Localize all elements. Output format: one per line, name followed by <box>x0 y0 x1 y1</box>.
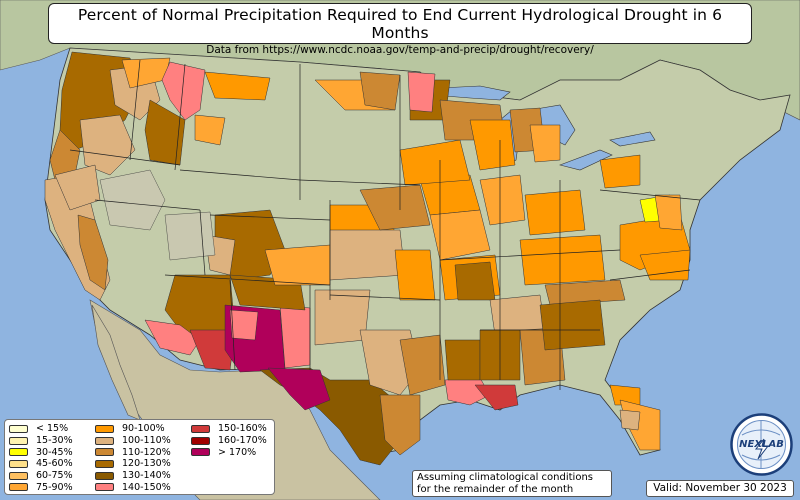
legend-swatch <box>95 436 114 445</box>
legend-item: 150-160% <box>191 423 275 435</box>
legend-label: 130-140% <box>122 470 171 482</box>
legend-swatch <box>95 424 114 433</box>
legend-label: 30-45% <box>36 446 73 458</box>
lake-erie <box>558 149 613 171</box>
legend-item: 140-150% <box>95 481 191 493</box>
legend-swatch <box>9 424 28 433</box>
legend-swatch <box>95 483 114 492</box>
legend-item: 110-120% <box>95 446 191 458</box>
legend-label: 110-120% <box>122 446 171 458</box>
legend-item: 130-140% <box>95 470 191 482</box>
legend-label: < 15% <box>36 423 69 435</box>
drought-regions <box>44 51 691 466</box>
legend-swatch <box>9 483 28 492</box>
legend-swatch <box>95 459 114 468</box>
legend-label: 120-130% <box>122 458 171 470</box>
legend: < 15% 15-30% 30-45% 45-60% 60-75% 75-90% 90-10… <box>4 419 275 495</box>
map-subtitle: Data from https://www.ncdc.noaa.gov/temp… <box>206 44 594 56</box>
legend-swatch <box>95 471 114 480</box>
valid-date: Valid: November 30 2023 <box>646 480 794 497</box>
note-box: Assuming climatological conditions for t… <box>412 470 612 497</box>
legend-swatch <box>9 471 28 480</box>
legend-label: 150-160% <box>218 423 267 435</box>
legend-swatch <box>9 459 28 468</box>
legend-swatch <box>191 424 210 433</box>
legend-label: 60-75% <box>36 470 73 482</box>
legend-label: 90-100% <box>122 423 165 435</box>
title-box: Percent of Normal Precipitation Required… <box>48 3 752 56</box>
lake-ontario <box>609 131 656 147</box>
legend-grid: < 15% 15-30% 30-45% 45-60% 60-75% 75-90% 90-10… <box>9 423 270 493</box>
legend-label: 45-60% <box>36 458 73 470</box>
legend-label: 160-170% <box>218 435 267 447</box>
legend-swatch <box>9 448 28 457</box>
legend-item: 100-110% <box>95 435 191 447</box>
note-line-1: Assuming climatological conditions <box>417 472 593 483</box>
map-title: Percent of Normal Precipitation Required… <box>77 6 723 42</box>
legend-label: 15-30% <box>36 435 73 447</box>
note-line-2: for the remainder of the month <box>417 484 574 495</box>
legend-item: < 15% <box>9 423 95 435</box>
legend-item: 160-170% <box>191 435 275 447</box>
legend-item: 120-130% <box>95 458 191 470</box>
legend-item: 90-100% <box>95 423 191 435</box>
legend-label: > 170% <box>218 446 257 458</box>
legend-label: 75-90% <box>36 481 73 493</box>
legend-swatch <box>9 436 28 445</box>
logo-text: NEXLAB <box>739 439 784 450</box>
legend-swatch <box>191 436 210 445</box>
legend-label: 100-110% <box>122 435 171 447</box>
legend-item: 30-45% <box>9 446 95 458</box>
legend-swatch <box>95 448 114 457</box>
state-borders <box>69 59 701 390</box>
legend-label: 140-150% <box>122 481 171 493</box>
legend-item: 75-90% <box>9 481 95 493</box>
legend-item: > 170% <box>191 446 275 458</box>
legend-item: 15-30% <box>9 435 95 447</box>
legend-item: 45-60% <box>9 458 95 470</box>
nexlab-logo: NEXLAB <box>730 413 793 476</box>
legend-item: 60-75% <box>9 470 95 482</box>
legend-swatch <box>191 448 210 457</box>
